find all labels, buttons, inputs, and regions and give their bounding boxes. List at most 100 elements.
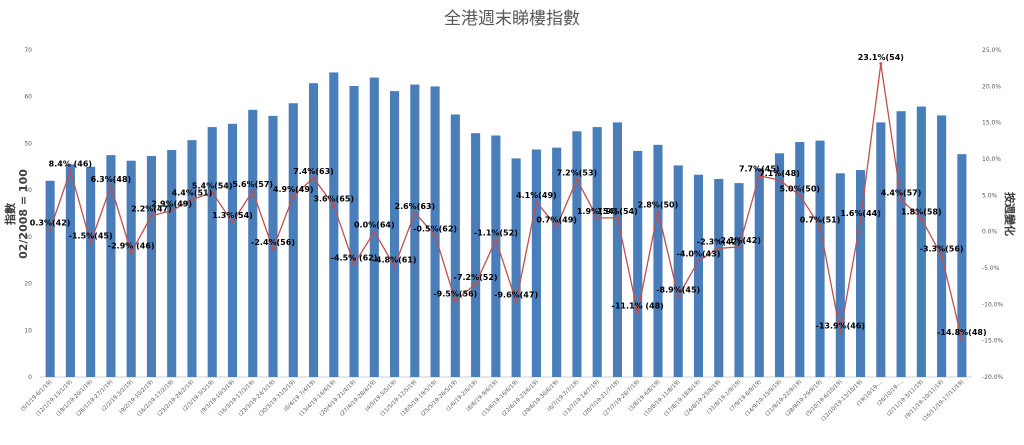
right-tick-label: 20.0% xyxy=(982,83,1001,90)
bar-42 xyxy=(896,111,906,378)
bar-27 xyxy=(592,127,602,377)
data-label-26: 7.2%(53) xyxy=(557,168,598,177)
bar-2 xyxy=(86,166,96,377)
line-point-42 xyxy=(899,198,903,202)
data-label-3: 6.3%(48) xyxy=(91,175,132,184)
line-point-44 xyxy=(940,254,944,258)
x-tick-label: (9/11/19-10/11/19) xyxy=(904,379,945,420)
bar-24 xyxy=(531,149,541,377)
data-label-22: -1.1%(52) xyxy=(474,229,518,238)
line-point-25 xyxy=(555,225,559,229)
x-tick-label: (16/3/19-17/3/19) xyxy=(217,379,256,418)
line-point-32 xyxy=(696,259,700,263)
line-point-1 xyxy=(68,169,72,173)
bar-44 xyxy=(937,115,947,378)
x-tick-label: (19/1/19-20/1/19) xyxy=(55,379,94,418)
bar-1 xyxy=(65,164,75,377)
left-tick-label: 20 xyxy=(24,281,32,288)
bar-0 xyxy=(45,180,55,377)
bar-35 xyxy=(754,168,764,377)
left-axis-ticks: 0 10 20 30 40 50 60 70 xyxy=(24,47,32,381)
left-axis-sublabel: 02/2008 = 100 xyxy=(17,169,30,259)
bar-7 xyxy=(187,140,197,377)
bar-4 xyxy=(126,160,136,377)
bar-10 xyxy=(248,109,258,378)
bar-15 xyxy=(349,85,359,377)
right-axis-label: 按週變化 xyxy=(1003,192,1017,236)
line-point-23 xyxy=(514,299,518,303)
data-label-1: 8.4% (46) xyxy=(49,160,92,169)
bar-41 xyxy=(876,122,886,378)
data-label-28: 1.9%(54) xyxy=(597,207,638,216)
line-point-31 xyxy=(676,294,680,298)
change-line xyxy=(49,63,963,340)
data-label-5: 2.2%(47) xyxy=(131,205,172,214)
right-tick-label: 10.0% xyxy=(982,156,1001,163)
right-tick-label: 5.0% xyxy=(982,192,998,199)
left-tick-label: 50 xyxy=(24,140,32,147)
data-label-15: -4.5% (62) xyxy=(331,253,378,262)
data-label-32: -4.0%(43) xyxy=(677,250,721,259)
bar-37 xyxy=(795,142,805,377)
data-label-17: -4.8%(61) xyxy=(373,256,417,265)
bar-13 xyxy=(308,83,319,377)
data-label-30: 2.8%(50) xyxy=(638,200,679,209)
bar-40 xyxy=(856,170,866,377)
data-label-34: -2.1%(42) xyxy=(717,236,761,245)
line-point-35 xyxy=(757,174,761,178)
data-label-18: 2.6%(63) xyxy=(395,202,436,211)
data-label-39: -13.9%(46) xyxy=(816,322,866,331)
bar-16 xyxy=(369,77,379,377)
bar-33 xyxy=(714,178,724,377)
data-label-10: 5.6%(57) xyxy=(232,180,273,189)
data-label-11: -2.4%(56) xyxy=(251,238,295,247)
line-point-45 xyxy=(960,337,964,341)
line-point-17 xyxy=(393,265,397,269)
x-tick-label: (12/1/19-13/1/19) xyxy=(35,379,74,418)
line-point-27 xyxy=(595,216,599,220)
x-tick-label: (29/6/19-30/6/19) xyxy=(521,379,560,418)
right-tick-label: 15.0% xyxy=(982,120,1001,127)
line-point-11 xyxy=(271,247,275,251)
line-point-22 xyxy=(494,238,498,242)
data-label-41: 23.1%(54) xyxy=(858,53,904,62)
x-tick-label: (21/9/19-22/9/19) xyxy=(765,379,804,418)
bar-25 xyxy=(552,147,562,377)
left-tick-label: 70 xyxy=(24,47,32,54)
line-series xyxy=(48,62,964,341)
line-point-43 xyxy=(919,217,923,221)
bar-5 xyxy=(146,156,156,377)
left-axis-label: 指數 xyxy=(3,203,17,225)
data-label-33: -2.3%(42) xyxy=(697,237,741,246)
line-point-28 xyxy=(615,216,619,220)
x-tick-label: (25/5/19-26/5/19) xyxy=(420,379,459,418)
x-tick-label: (16/2/19-17/2/19) xyxy=(136,379,175,418)
line-point-3 xyxy=(109,184,113,188)
line-point-15 xyxy=(352,262,356,266)
data-label-16: 0.0%(64) xyxy=(354,221,395,230)
line-point-26 xyxy=(575,177,579,181)
bar-series xyxy=(45,72,967,378)
bar-36 xyxy=(774,153,785,377)
left-tick-label: 60 xyxy=(24,94,32,101)
right-tick-label: -20.0% xyxy=(982,374,1004,381)
x-tick-label: (13/7/19-14/7/19) xyxy=(562,379,601,418)
data-label-13: 7.4%(63) xyxy=(293,167,334,176)
x-axis-ticks: (5/1/19-6/1/19)(12/1/19-13/1/19)(19/1/19… xyxy=(20,379,965,423)
line-point-0 xyxy=(48,227,52,231)
x-tick-label: (5/10/19-6/10/19) xyxy=(805,379,844,418)
x-tick-label: (27/4/19-28/4/19) xyxy=(339,379,378,418)
bar-45 xyxy=(957,154,967,377)
bar-6 xyxy=(167,149,177,377)
bar-17 xyxy=(390,91,400,377)
data-label-23: -9.6%(47) xyxy=(494,290,538,299)
data-label-44: -3.3%(56) xyxy=(920,245,964,254)
line-point-40 xyxy=(859,218,863,222)
line-point-8 xyxy=(210,190,214,194)
x-tick-label: (10/8/19-11/8/19) xyxy=(643,379,682,418)
x-tick-label: (17/8/19-18/8/19) xyxy=(663,379,702,418)
data-label-36: 7.1%(48) xyxy=(759,169,800,178)
left-tick-label: 10 xyxy=(24,327,32,334)
data-label-0: 0.3%(42) xyxy=(30,218,71,227)
